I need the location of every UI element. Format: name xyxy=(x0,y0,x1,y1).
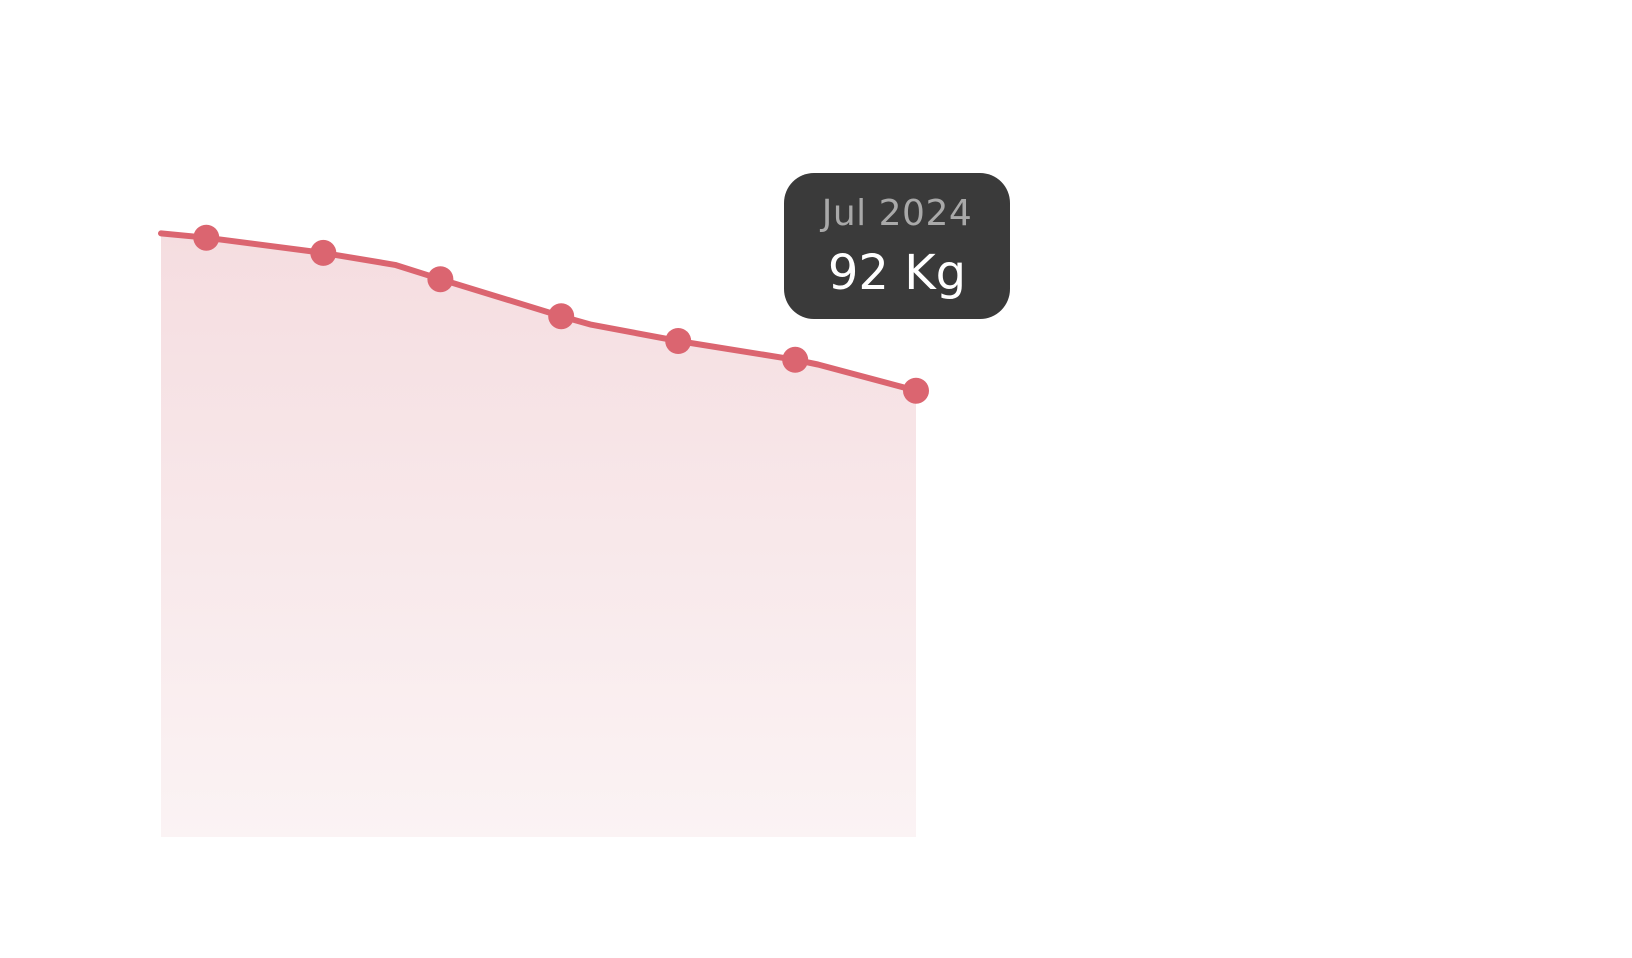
series-area xyxy=(161,233,916,837)
data-point[interactable] xyxy=(903,377,929,404)
chart-tooltip: Jul 2024 92 Kg xyxy=(784,173,1010,319)
data-point[interactable] xyxy=(548,303,575,330)
data-point[interactable] xyxy=(427,266,454,293)
data-point[interactable] xyxy=(310,239,337,266)
tooltip-value: 92 Kg xyxy=(827,245,967,301)
data-point[interactable] xyxy=(193,224,220,251)
tooltip-date: Jul 2024 xyxy=(821,193,973,234)
data-point[interactable] xyxy=(782,346,809,373)
data-point[interactable] xyxy=(665,328,692,354)
